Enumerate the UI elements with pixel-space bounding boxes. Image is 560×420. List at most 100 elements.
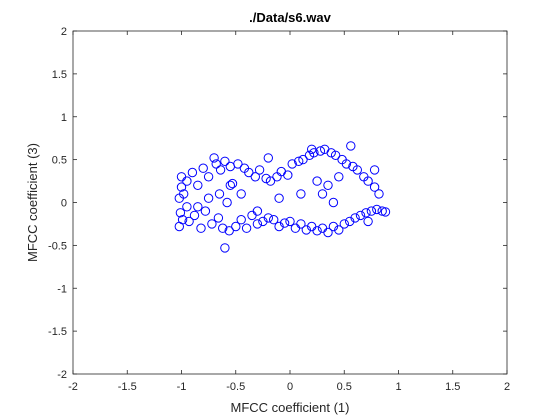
scatter-point [334, 172, 344, 182]
scatter-point [182, 202, 192, 212]
scatter-point [323, 227, 333, 238]
scatter-point [377, 206, 387, 216]
y-tick-label: 1.5 [52, 69, 67, 81]
scatter-point [252, 219, 263, 229]
scatter-point [341, 159, 352, 169]
scatter-point [345, 216, 355, 227]
x-tick-label: 1 [395, 381, 401, 393]
scatter-point [294, 156, 304, 167]
y-tick-label: 1 [61, 112, 67, 124]
scatter-point [176, 182, 187, 192]
scatter-point [265, 176, 276, 186]
scatter-point [326, 148, 336, 158]
scatter-point [218, 223, 228, 233]
x-tick-label: -1.5 [118, 381, 137, 393]
x-tick-label: 0.5 [337, 381, 352, 393]
scatter-point [252, 206, 263, 216]
y-tick-label: 0.5 [52, 155, 67, 167]
scatter-point [317, 189, 328, 199]
scatter-point [193, 180, 203, 191]
scatter-point [339, 219, 349, 229]
y-axis-ticks: -2 -1.5 -1 -0.5 0 0.5 1 1.5 2 [48, 26, 507, 381]
scatter-point [263, 153, 273, 163]
scatter-point [312, 226, 322, 236]
scatter-point [263, 213, 273, 223]
y-tick-label: 0 [61, 198, 67, 210]
scatter-point [175, 208, 186, 218]
scatter-point [187, 167, 198, 178]
y-axis-label: MFCC coefficient (3) [25, 143, 40, 262]
x-axis-label: MFCC coefficient (1) [231, 400, 350, 415]
scatter-point [298, 154, 308, 165]
scatter-point [189, 210, 200, 221]
scatter-point [269, 215, 279, 225]
scatter-point [254, 165, 265, 175]
scatter-point [285, 216, 295, 227]
y-tick-label: -2 [57, 369, 67, 381]
scatter-point [179, 189, 189, 199]
scatter-point [334, 225, 344, 235]
scatter-point [207, 219, 217, 229]
scatter-point [366, 206, 377, 216]
scatter-point [233, 159, 243, 169]
scatter-point [380, 207, 391, 217]
scatter-point [352, 165, 362, 175]
x-tick-label: 0 [287, 381, 293, 393]
scatter-point [287, 159, 297, 169]
scatter-point [200, 206, 211, 216]
scatter-point [355, 210, 366, 221]
scatter-point [350, 213, 360, 223]
scatter-point [231, 221, 241, 232]
scatter-point [274, 193, 284, 203]
scatter-point [214, 189, 225, 199]
y-tick-label: -1 [57, 283, 67, 295]
scatter-point [215, 165, 226, 175]
scatter-point [363, 216, 373, 227]
scatter-point [193, 202, 203, 212]
scatter-point [258, 216, 268, 227]
scatter-point [225, 180, 236, 191]
y-tick-label: -1.5 [48, 326, 67, 338]
scatter-point [361, 208, 371, 218]
scatter-point [363, 176, 373, 186]
chart-title: ./Data/s6.wav [249, 10, 331, 25]
scatter-point [372, 204, 382, 215]
scatter-point [330, 150, 341, 161]
scatter-point [182, 176, 192, 186]
scatter-point [274, 221, 284, 232]
scatter-point [209, 153, 219, 163]
x-tick-label: -2 [68, 381, 78, 393]
scatter-point [236, 215, 246, 225]
scatter-point [315, 146, 326, 156]
scatter-point [323, 180, 333, 191]
scatter-point [374, 189, 384, 199]
scatter-point [198, 163, 208, 173]
scatter-point [227, 178, 238, 189]
scatter-point [250, 172, 261, 182]
scatter-point [304, 150, 315, 161]
scatter-point [220, 243, 230, 253]
scatter-point [301, 225, 311, 235]
y-tick-label: 2 [61, 26, 67, 38]
scatter-point [369, 165, 380, 175]
x-tick-label: -1 [177, 381, 187, 393]
scatter-point [203, 172, 214, 182]
scatter-point [307, 144, 317, 155]
data-points [174, 141, 391, 253]
scatter-point [203, 193, 214, 203]
scatter-point [211, 159, 221, 169]
scatter-point [283, 170, 293, 180]
x-tick-label: 2 [504, 381, 510, 393]
scatter-point [177, 215, 188, 225]
scatter-point [328, 221, 339, 232]
scatter-point [244, 167, 254, 178]
x-tick-label: -0.5 [226, 381, 245, 393]
scatter-point [328, 197, 339, 208]
scatter-point [222, 197, 232, 208]
scatter-point [213, 213, 224, 223]
axes-background [73, 31, 507, 374]
scatter-point [296, 219, 306, 229]
scatter-point [236, 189, 246, 199]
